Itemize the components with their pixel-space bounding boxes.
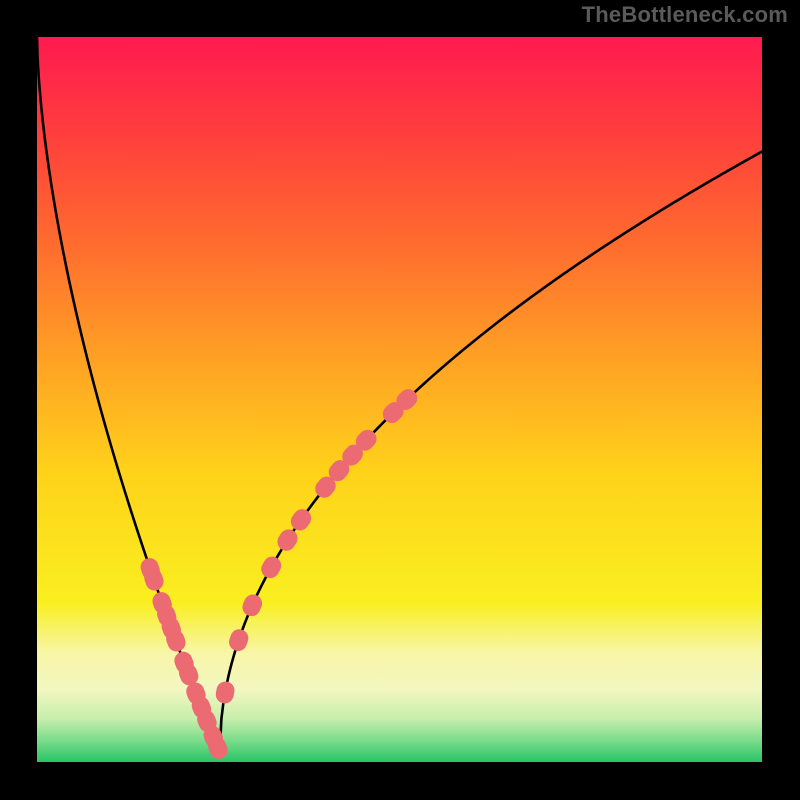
watermark-text: TheBottleneck.com xyxy=(582,2,788,28)
chart-svg xyxy=(0,0,800,800)
bottleneck-chart: TheBottleneck.com xyxy=(0,0,800,800)
